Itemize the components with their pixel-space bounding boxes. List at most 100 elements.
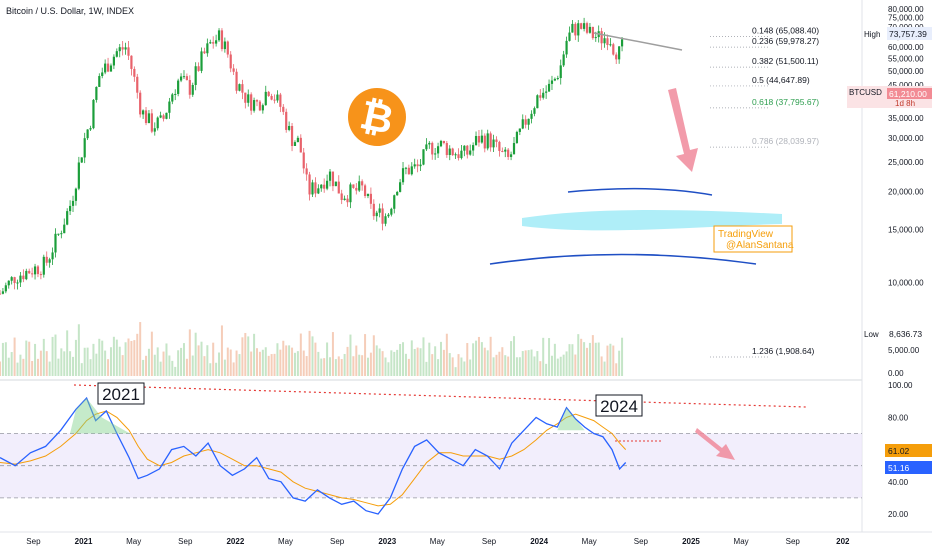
volume-bar (0, 361, 1, 376)
candle-body (381, 208, 384, 224)
volume-bar (369, 352, 372, 376)
current-symbol: BTCUSD (849, 88, 882, 97)
candle-body (577, 23, 580, 36)
volume-bar (206, 345, 209, 376)
volume-bar (218, 352, 221, 376)
candle-body (159, 115, 162, 118)
candle-body (393, 195, 396, 209)
volume-bar (486, 350, 489, 376)
candle-body (352, 184, 355, 188)
candle-body (285, 111, 288, 130)
volume-bar (203, 356, 206, 376)
volume-bar (442, 349, 445, 376)
volume-bar (279, 349, 282, 376)
time-tick-label: Sep (786, 537, 801, 546)
volume-bar (39, 350, 42, 376)
time-tick-label: Sep (178, 537, 193, 546)
rsi-ma-line (0, 410, 627, 507)
volume-bar (22, 358, 25, 376)
candle-body (349, 184, 352, 203)
volume-bar (159, 361, 162, 376)
time-tick-label: 2023 (378, 537, 396, 546)
volume-bar (223, 359, 226, 376)
volume-bar (197, 345, 200, 376)
volume-bar (264, 347, 267, 376)
volume-bar (387, 362, 390, 376)
candle-body (547, 83, 551, 92)
candle-body (209, 42, 212, 44)
candle-body (16, 282, 19, 284)
candle-body (226, 41, 229, 55)
volume-bar (302, 350, 305, 376)
volume-bar (296, 351, 299, 376)
candle-body (188, 80, 191, 95)
candle-body (422, 149, 425, 165)
price-tick-label: 35,000.00 (888, 114, 924, 123)
volume-bar (425, 361, 428, 376)
volume-bar (361, 355, 364, 376)
candle-body (498, 141, 501, 151)
volume-bar (282, 340, 285, 376)
candle-body (603, 38, 606, 44)
candle-body (25, 270, 28, 280)
volume-bar (229, 349, 232, 376)
candle-body (600, 31, 603, 44)
candle-body (273, 99, 276, 101)
volume-bar (314, 342, 317, 376)
candle-body (258, 101, 262, 111)
candle-body (375, 212, 378, 217)
volume-bar (104, 350, 107, 376)
volume-bar (334, 359, 337, 376)
volume-bar (69, 351, 72, 376)
fib-label: 0.236 (59,978.27) (752, 36, 819, 46)
low-label: Low (864, 330, 879, 339)
volume-bar (539, 361, 542, 376)
rsi-value-badge (885, 461, 932, 474)
upper-arc (567, 187, 713, 196)
candle-body (203, 51, 206, 54)
volume-bar (495, 354, 498, 376)
volume-bar (194, 332, 197, 376)
price-axis: 80,000.0075,000.0070,000.0065,000.0060,0… (888, 5, 924, 378)
current-value-bg (887, 88, 932, 99)
volume-bar (346, 346, 349, 376)
candle-body (60, 233, 63, 235)
candle-body (63, 224, 66, 234)
candle-body (104, 63, 107, 73)
candle-body (588, 26, 592, 33)
candle-body (238, 84, 241, 91)
volume-bar (574, 354, 577, 376)
volume-bar (238, 354, 241, 376)
watermark-box: TradingView @AlanSantana (713, 225, 794, 253)
volume-bar (28, 341, 31, 376)
volume-bar (545, 363, 548, 376)
candle-body (130, 55, 133, 69)
volume-bar (501, 347, 504, 376)
volume-bar (434, 346, 437, 376)
time-tick-label: May (278, 537, 293, 546)
volume-bar (311, 336, 314, 376)
candle-body (124, 47, 127, 50)
bitcoin-logo-icon: ₿ (348, 88, 406, 146)
rsi-line (0, 396, 627, 515)
volume-bar (215, 362, 218, 376)
candle-body (112, 56, 115, 66)
volume-bar (390, 350, 393, 376)
time-tick-label: May (126, 537, 141, 546)
volume-bar (413, 348, 416, 376)
annotation-2021: 2021 (97, 382, 145, 405)
candle-body (302, 152, 305, 169)
volume-bar (477, 336, 480, 376)
candle-body (54, 233, 57, 253)
volume-bar (550, 355, 553, 376)
low-value: 8,636.73 (889, 329, 922, 339)
candle-body (492, 139, 495, 148)
volume-bar (63, 351, 66, 376)
time-tick-label: May (734, 537, 749, 546)
candle-body (483, 135, 486, 149)
candle-body (542, 92, 545, 98)
candle-body (308, 174, 311, 195)
volume-bar (445, 333, 448, 376)
candle-body (194, 66, 197, 85)
